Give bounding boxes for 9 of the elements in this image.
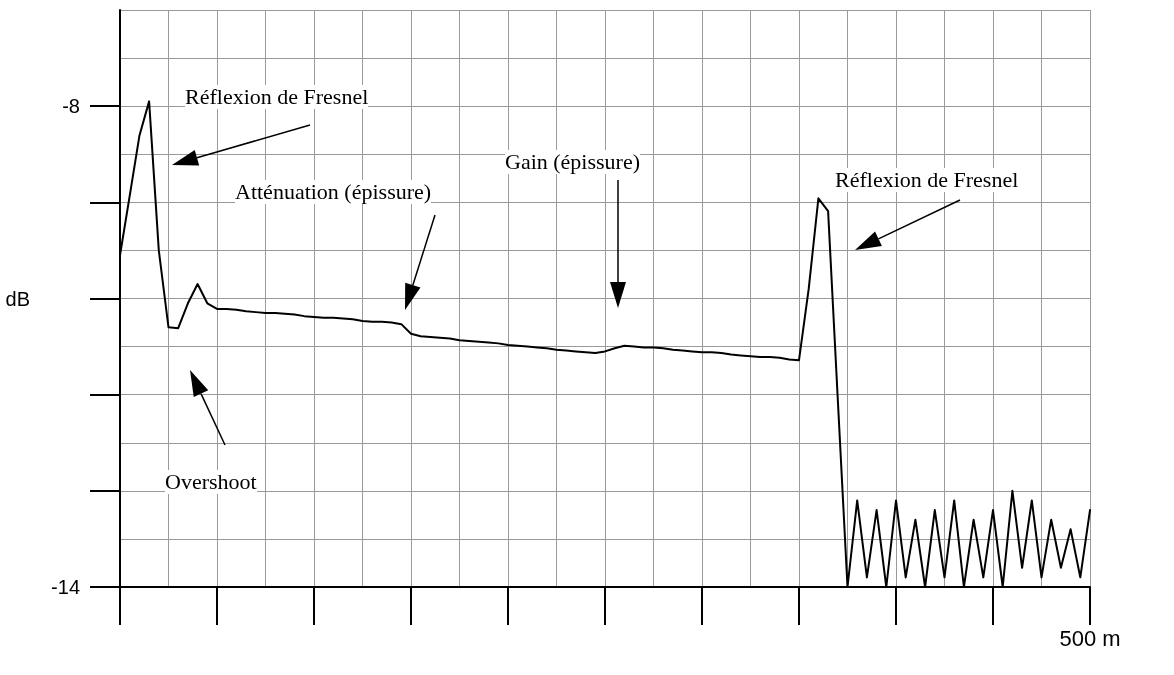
annotation: Gain (épissure) <box>505 149 641 174</box>
y-axis-title: dB <box>5 287 30 310</box>
y-tick-label: -14 <box>51 576 80 598</box>
annotation: Overshoot <box>165 469 257 494</box>
annotation: Réflexion de Fresnel <box>185 84 369 109</box>
y-tick-label: -8 <box>62 95 80 118</box>
annotation: Atténuation (épissure) <box>235 179 432 204</box>
annotation: Réflexion de Fresnel <box>835 167 1019 192</box>
x-tick-label: 500 m <box>1059 625 1121 651</box>
